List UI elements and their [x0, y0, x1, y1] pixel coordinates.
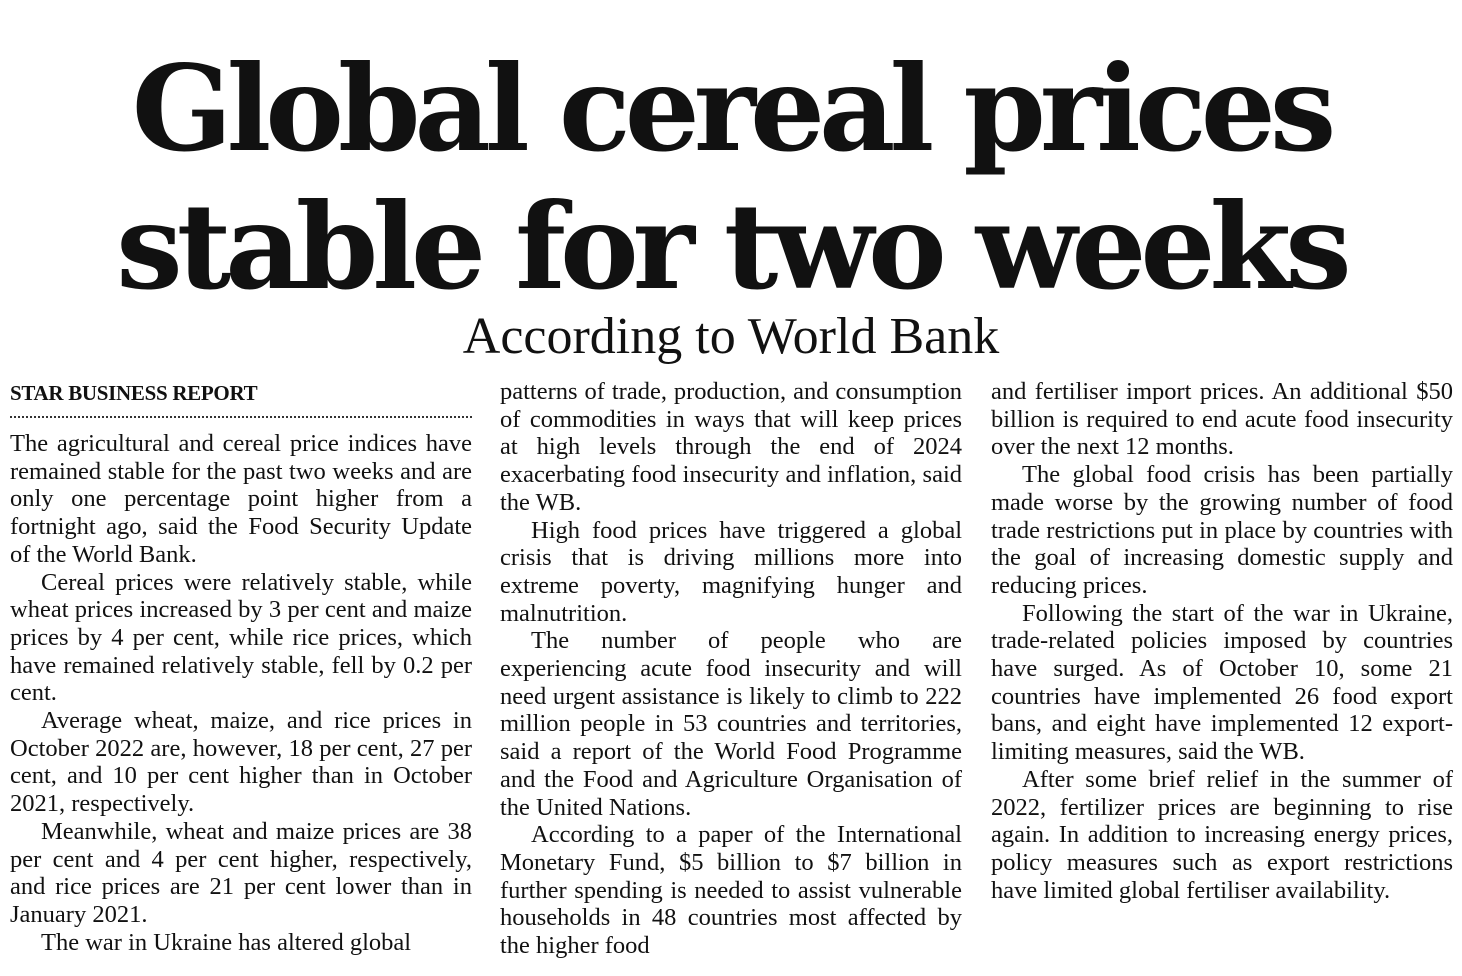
headline-line-2: stable for two weeks: [116, 177, 1351, 316]
paragraph: and fertiliser import prices. An additio…: [991, 378, 1453, 461]
paragraph: High food prices have triggered a global…: [500, 516, 962, 627]
paragraph: patterns of trade, production, and consu…: [500, 378, 962, 516]
paragraph: The number of people who are experiencin…: [500, 627, 962, 821]
paragraph: Following the start of the war in Ukrain…: [991, 599, 1453, 766]
paragraph: Average wheat, maize, and rice prices in…: [10, 707, 472, 818]
paragraph: According to a paper of the Internationa…: [500, 821, 962, 960]
paragraph: Meanwhile, wheat and maize prices are 38…: [10, 817, 472, 928]
article-column-2: patterns of trade, production, and consu…: [500, 378, 962, 960]
paragraph: The war in Ukraine has altered global: [41, 928, 412, 956]
headline-line-1: Global cereal prices: [131, 39, 1337, 178]
article-column-3: and fertiliser import prices. An additio…: [991, 378, 1453, 904]
paragraph: The agricultural and cereal price indice…: [10, 430, 472, 568]
paragraph: After some brief relief in the summer of…: [991, 765, 1453, 904]
paragraph: The global food crisis has been partiall…: [991, 461, 1453, 599]
byline: STAR BUSINESS REPORT: [10, 378, 472, 418]
headline: Global cereal prices stable for two week…: [0, 40, 1462, 316]
article-column-1: STAR BUSINESS REPORT The agricultural an…: [10, 378, 472, 956]
deck-subheadline: According to World Bank: [462, 308, 1000, 365]
paragraph: Cereal prices were relatively stable, wh…: [10, 568, 472, 707]
